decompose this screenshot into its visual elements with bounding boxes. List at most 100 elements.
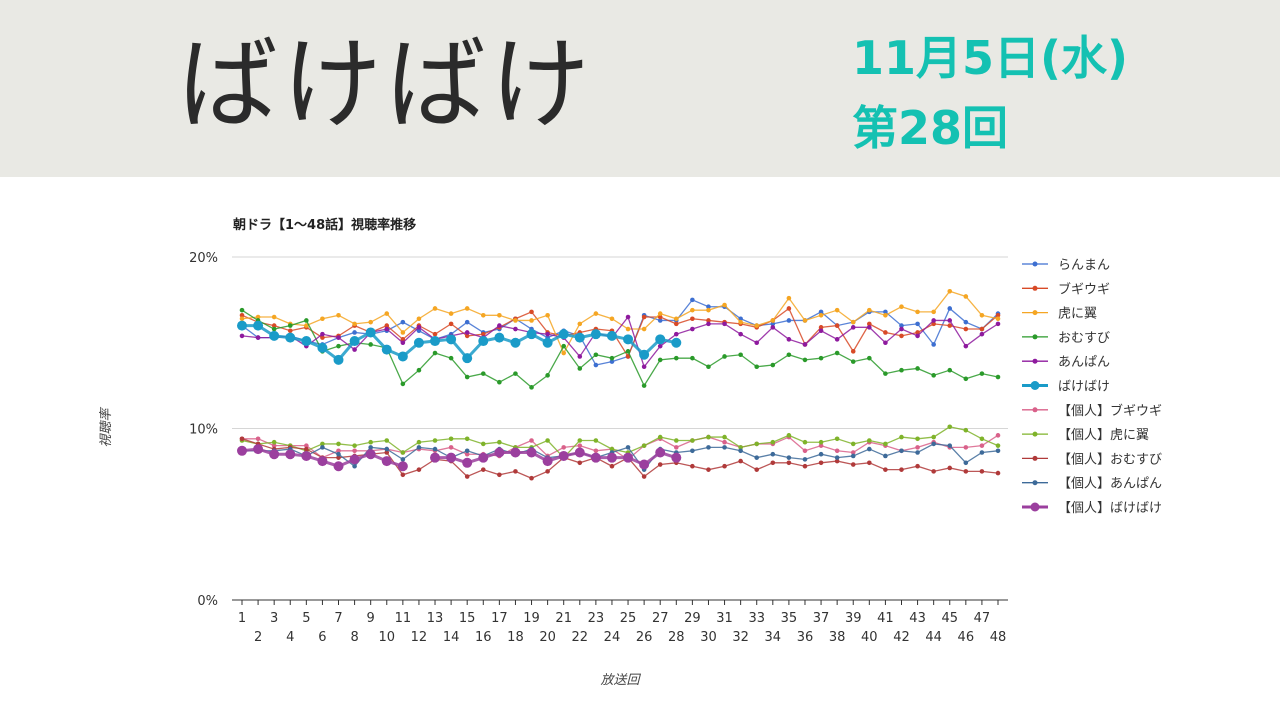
legend-item: 【個人】おむすび bbox=[1022, 452, 1162, 467]
data-point bbox=[673, 316, 679, 322]
data-point bbox=[673, 445, 679, 450]
legend-swatch-dot bbox=[1032, 285, 1038, 291]
data-point bbox=[850, 359, 856, 364]
data-point bbox=[480, 313, 486, 318]
data-point bbox=[609, 463, 615, 469]
data-point bbox=[368, 342, 373, 347]
data-point bbox=[899, 304, 904, 310]
data-point bbox=[963, 326, 969, 332]
data-point bbox=[478, 336, 489, 347]
x-tick-label: 1 bbox=[238, 611, 246, 626]
data-point bbox=[931, 342, 936, 347]
data-point bbox=[931, 318, 936, 323]
data-point bbox=[384, 323, 390, 328]
chart-title: 朝ドラ【1～48話】視聴率推移 bbox=[233, 217, 416, 233]
data-point bbox=[623, 452, 634, 463]
x-tick-label: 13 bbox=[427, 611, 444, 626]
series-line bbox=[242, 324, 677, 362]
x-tick-label: 19 bbox=[523, 611, 540, 626]
data-point bbox=[609, 316, 615, 322]
data-point bbox=[770, 321, 776, 327]
data-point bbox=[526, 447, 537, 458]
broadcast-date: 11月5日(水) bbox=[852, 31, 1129, 85]
legend-swatch-dot bbox=[1032, 334, 1038, 340]
data-point bbox=[432, 331, 438, 337]
data-point bbox=[883, 340, 888, 346]
x-tick-label: 39 bbox=[845, 611, 862, 626]
data-point bbox=[577, 460, 583, 466]
data-point bbox=[416, 467, 422, 472]
data-point bbox=[542, 337, 553, 348]
data-point bbox=[462, 457, 473, 468]
data-point bbox=[963, 319, 969, 325]
data-point bbox=[365, 327, 376, 338]
x-tick-label: 10 bbox=[378, 630, 395, 645]
data-point bbox=[545, 331, 550, 337]
data-point bbox=[641, 364, 647, 370]
data-point bbox=[494, 332, 505, 343]
data-point bbox=[899, 333, 904, 339]
x-tick-label: 34 bbox=[765, 630, 782, 645]
data-point bbox=[464, 374, 470, 380]
data-point bbox=[671, 337, 682, 348]
data-point bbox=[239, 316, 245, 322]
data-point bbox=[786, 460, 792, 466]
data-point bbox=[947, 323, 953, 328]
x-tick-label: 35 bbox=[781, 611, 798, 626]
data-point bbox=[561, 343, 567, 349]
data-point bbox=[513, 371, 518, 376]
data-point bbox=[947, 443, 953, 448]
data-point bbox=[947, 318, 953, 323]
data-point bbox=[352, 448, 357, 454]
data-point bbox=[400, 337, 406, 342]
x-tick-label: 31 bbox=[716, 611, 733, 626]
data-point bbox=[480, 441, 486, 447]
data-point bbox=[818, 309, 824, 315]
data-point bbox=[818, 313, 824, 318]
data-point bbox=[738, 352, 743, 358]
x-tick-label: 29 bbox=[684, 611, 701, 626]
data-point bbox=[304, 318, 309, 323]
data-point bbox=[400, 450, 406, 455]
series-line bbox=[241, 426, 999, 459]
x-tick-label: 17 bbox=[491, 611, 508, 626]
x-tick-label: 30 bbox=[700, 630, 717, 645]
data-point bbox=[625, 326, 631, 332]
data-point bbox=[657, 311, 663, 316]
data-point bbox=[979, 313, 985, 318]
data-point bbox=[574, 332, 585, 343]
data-point bbox=[416, 328, 422, 334]
data-point bbox=[625, 445, 631, 450]
data-point bbox=[625, 314, 631, 320]
data-point bbox=[269, 330, 280, 341]
data-point bbox=[706, 321, 711, 327]
data-point bbox=[416, 367, 422, 373]
data-point bbox=[834, 323, 840, 328]
x-tick-label: 18 bbox=[507, 630, 524, 645]
data-point bbox=[320, 316, 325, 322]
data-point bbox=[899, 434, 904, 440]
data-point bbox=[448, 436, 454, 442]
data-point bbox=[416, 325, 422, 330]
x-tick-label: 23 bbox=[588, 611, 605, 626]
data-point bbox=[867, 446, 872, 452]
data-point bbox=[446, 452, 457, 463]
data-point bbox=[577, 438, 583, 443]
data-point bbox=[400, 340, 406, 346]
data-point bbox=[657, 357, 663, 363]
x-tick-label: 12 bbox=[411, 630, 428, 645]
data-point bbox=[770, 451, 776, 457]
data-point bbox=[271, 443, 277, 448]
legend-swatch-dot bbox=[1030, 502, 1040, 512]
data-point bbox=[413, 337, 424, 348]
data-point bbox=[754, 441, 760, 447]
data-point bbox=[802, 448, 808, 454]
data-point bbox=[867, 325, 872, 330]
data-point bbox=[577, 321, 583, 327]
data-point bbox=[979, 326, 985, 332]
data-point bbox=[979, 469, 985, 474]
legend-label: ブギウギ bbox=[1058, 281, 1110, 297]
legend-item: 【個人】虎に翼 bbox=[1022, 428, 1149, 443]
data-point bbox=[786, 352, 792, 358]
